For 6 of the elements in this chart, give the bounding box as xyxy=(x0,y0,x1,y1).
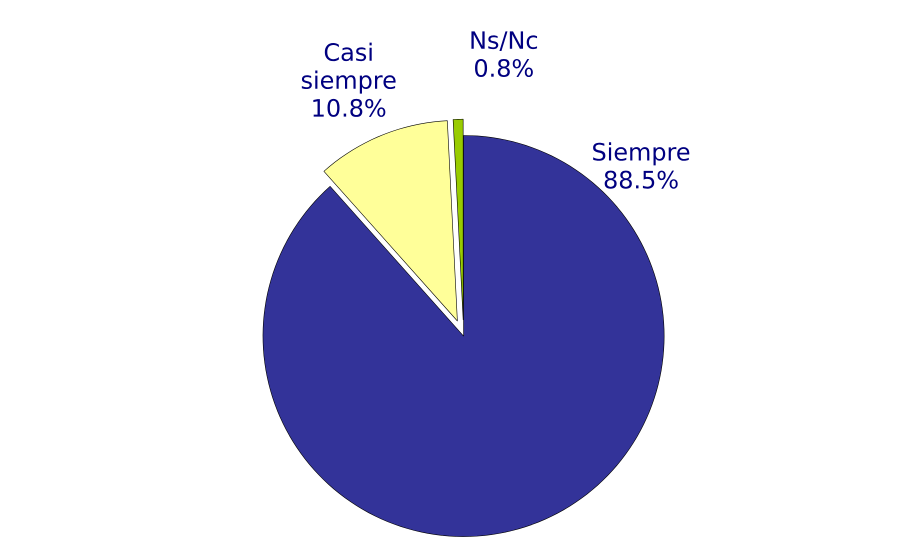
data-label: 88.5% xyxy=(604,170,678,189)
slice-label: Siempre xyxy=(593,142,690,166)
data-label: 10.8% xyxy=(313,98,386,117)
data-label: 0.8% xyxy=(475,58,533,78)
slice-label: Ns/Nc xyxy=(471,31,538,52)
slice-label: Casi siempre xyxy=(302,42,396,94)
